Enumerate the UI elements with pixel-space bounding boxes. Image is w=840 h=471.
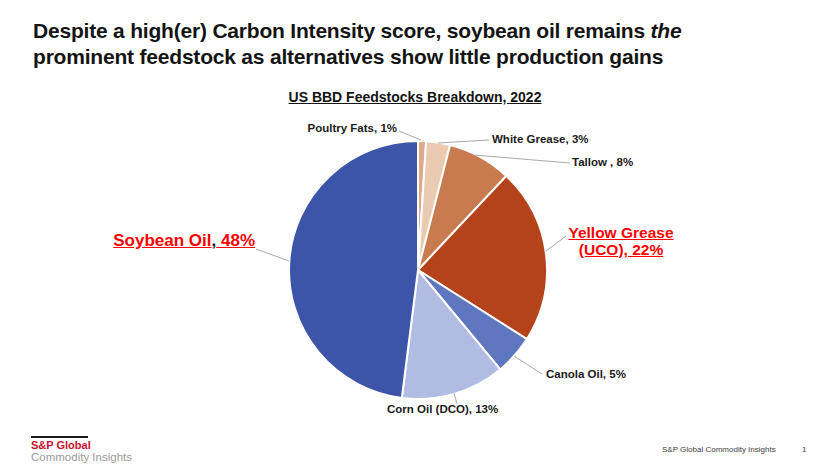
pie-label-yellow-grease-line2: (UCO), 22% [553, 241, 689, 258]
pie-label-yellow-grease: Yellow Grease (UCO), 22% [553, 224, 689, 258]
pie-slice-soybean-oil [289, 141, 418, 398]
slide: Despite a high(er) Carbon Intensity scor… [0, 0, 840, 471]
leader-line-poultry-fats [399, 131, 421, 140]
pie-label-tallow: Tallow , 8% [572, 156, 633, 168]
pie-label-yellow-grease-line1: Yellow Grease [553, 224, 689, 241]
pie-label-corn-oil: Corn Oil (DCO), 13% [387, 403, 498, 415]
pie-label-soybean-oil: Soybean Oil, 48% [100, 231, 255, 251]
leader-line-white-grease [438, 140, 489, 143]
pie-label-canola-oil: Canola Oil, 5% [546, 368, 626, 380]
pie-label-soybean-pct: 48% [216, 231, 255, 250]
leader-line-soybean-oil [256, 249, 289, 261]
pie-label-poultry-fats: Poultry Fats, 1% [260, 122, 397, 134]
pie-label-white-grease: White Grease, 3% [492, 133, 589, 145]
leader-line-canola-oil [514, 356, 542, 374]
pie-label-soybean-name: Soybean Oil [113, 231, 211, 250]
